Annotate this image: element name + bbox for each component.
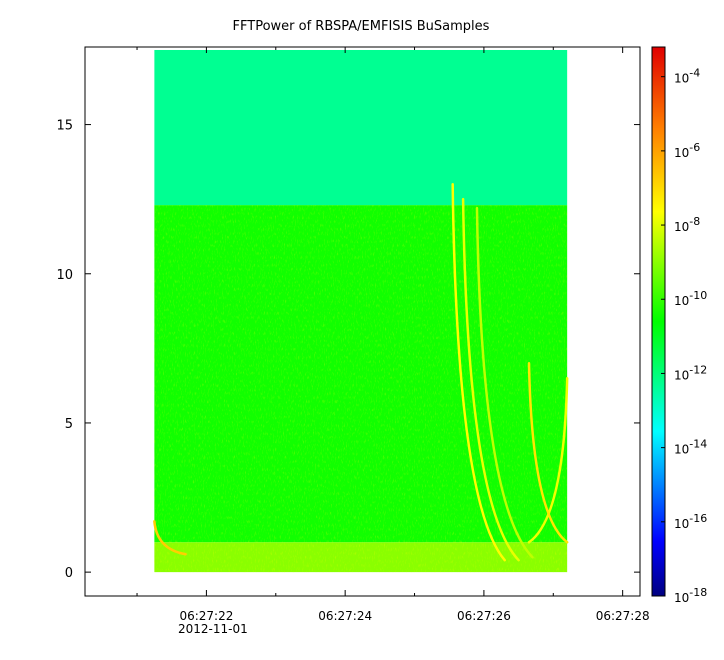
colorbar-gradient — [651, 46, 666, 597]
x-tick-label: 06:27:24 — [318, 609, 372, 623]
chart-title: FFTPower of RBSPA/EMFISIS BuSamples — [233, 19, 490, 34]
colorbar-tick-label: 10-8 — [674, 215, 700, 234]
colorbar-tick-label: 10-16 — [674, 512, 707, 531]
colorbar-tick-label: 10-12 — [674, 363, 707, 382]
x-tick-label: 06:27:26 — [457, 609, 511, 623]
spectrogram-noise — [154, 205, 568, 573]
emission-burst-1b — [461, 197, 520, 562]
colorbar-tick-label: 10-10 — [674, 289, 707, 308]
spectrogram-band-0 — [154, 49, 568, 206]
plot-frame — [84, 46, 641, 597]
emission-burst-2b — [527, 362, 569, 544]
colorbar-tick-label: 10-18 — [674, 586, 707, 605]
x-tick-label: 06:27:22 — [179, 609, 233, 623]
x-date-label: 2012-11-01 — [178, 622, 248, 636]
emission-burst-1 — [451, 183, 506, 562]
y-tick-label: 10 — [56, 268, 73, 283]
emission-burst-0 — [153, 520, 187, 556]
plot-area: 0 5 10 15 06:27:22 06:27:24 06:27:26 06:27:28 — [56, 46, 650, 623]
colorbar-tick-label: 10-4 — [674, 67, 700, 86]
colorbar-tick-label: 10-6 — [674, 141, 700, 160]
colorbar: 10-4 10-6 10-8 10-10 10-12 10-14 10-16 10-18 — [651, 46, 707, 605]
emission-burst-1c — [475, 206, 534, 559]
y-tick-label: 0 — [65, 566, 73, 581]
emission-burst-2 — [527, 376, 569, 544]
x-tick-label: 06:27:28 — [596, 609, 650, 623]
colorbar-tick-label: 10-14 — [674, 438, 707, 457]
y-tick-label: 15 — [56, 119, 73, 134]
y-tick-label: 5 — [65, 417, 73, 432]
